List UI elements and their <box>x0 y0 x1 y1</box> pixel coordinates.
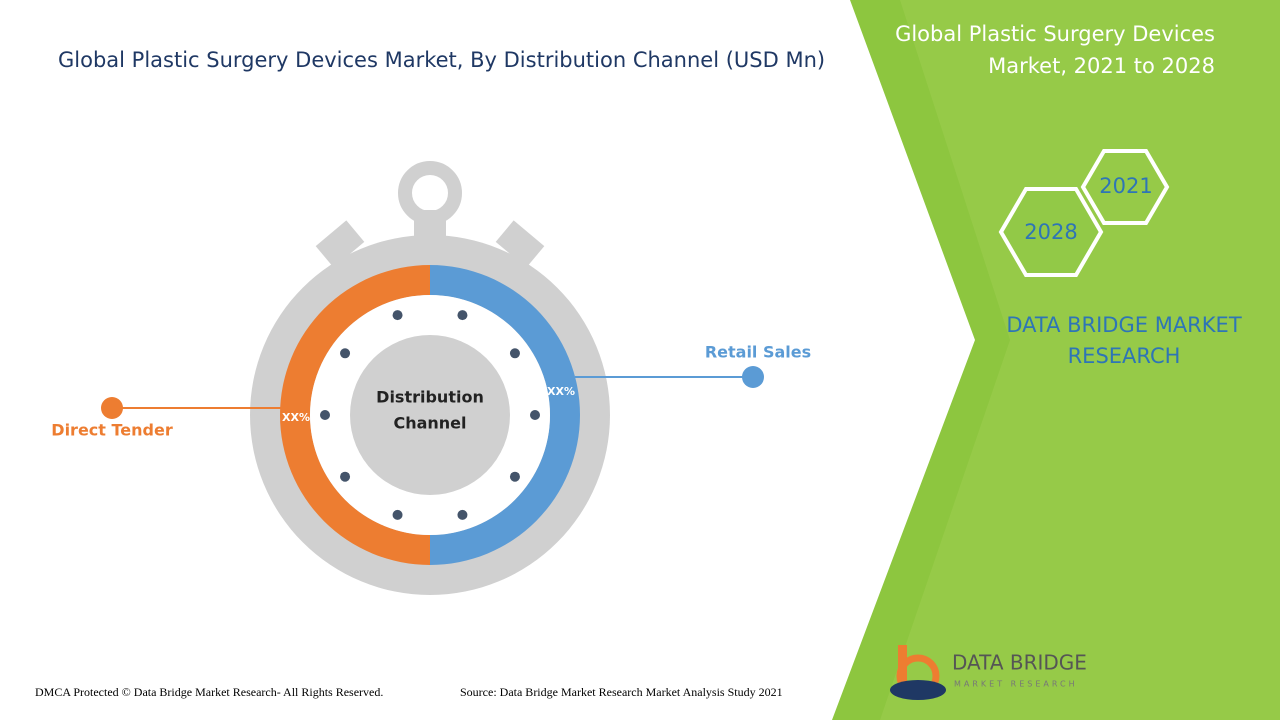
center-label: Channel <box>393 414 466 433</box>
dial-dot <box>457 310 468 321</box>
dial-dot <box>320 410 330 420</box>
dial-dot <box>340 471 351 482</box>
logo-mark <box>890 680 946 700</box>
brand-text: RESEARCH <box>1068 344 1181 368</box>
logo-name: DATA BRIDGE <box>952 651 1087 675</box>
dial-dot <box>509 471 520 482</box>
side-title: Global Plastic Surgery Devices <box>895 22 1215 46</box>
logo <box>890 645 946 700</box>
side-panel-shade <box>880 0 1280 720</box>
hexagon-label: 2021 <box>1099 174 1152 198</box>
segment-label: Direct Tender <box>51 421 173 440</box>
side-title: Market, 2021 to 2028 <box>988 54 1215 78</box>
hexagon-label: 2028 <box>1024 220 1077 244</box>
dial-dot <box>509 348 520 359</box>
title: Global Plastic Surgery Devices Market, B… <box>58 48 825 72</box>
hexagon <box>998 187 1104 277</box>
dial-dot <box>530 410 540 420</box>
callout-dot <box>101 397 123 419</box>
logo-tagline: MARKET RESEARCH <box>954 680 1078 689</box>
footer-copyright: DMCA Protected © Data Bridge Market Rese… <box>35 685 383 699</box>
footer-source: Source: Data Bridge Market Research Mark… <box>460 685 783 699</box>
dial-center <box>350 335 510 495</box>
brand-text: DATA BRIDGE MARKET <box>1006 313 1241 337</box>
segment-direct <box>280 265 430 565</box>
stopwatch-button <box>315 220 365 268</box>
hexagon <box>1080 149 1170 225</box>
stopwatch <box>250 161 610 595</box>
dial-dot <box>457 509 468 520</box>
callout-dot <box>742 366 764 388</box>
dial-dot <box>392 509 403 520</box>
dial-dot <box>392 310 403 321</box>
stopwatch-button <box>495 220 545 268</box>
segment-value: XX% <box>282 411 310 424</box>
dial-dot <box>340 348 351 359</box>
center-label: Distribution <box>376 388 484 407</box>
segment-value: XX% <box>547 385 575 398</box>
segment-retail <box>430 265 580 565</box>
segment-label: Retail Sales <box>705 343 811 362</box>
